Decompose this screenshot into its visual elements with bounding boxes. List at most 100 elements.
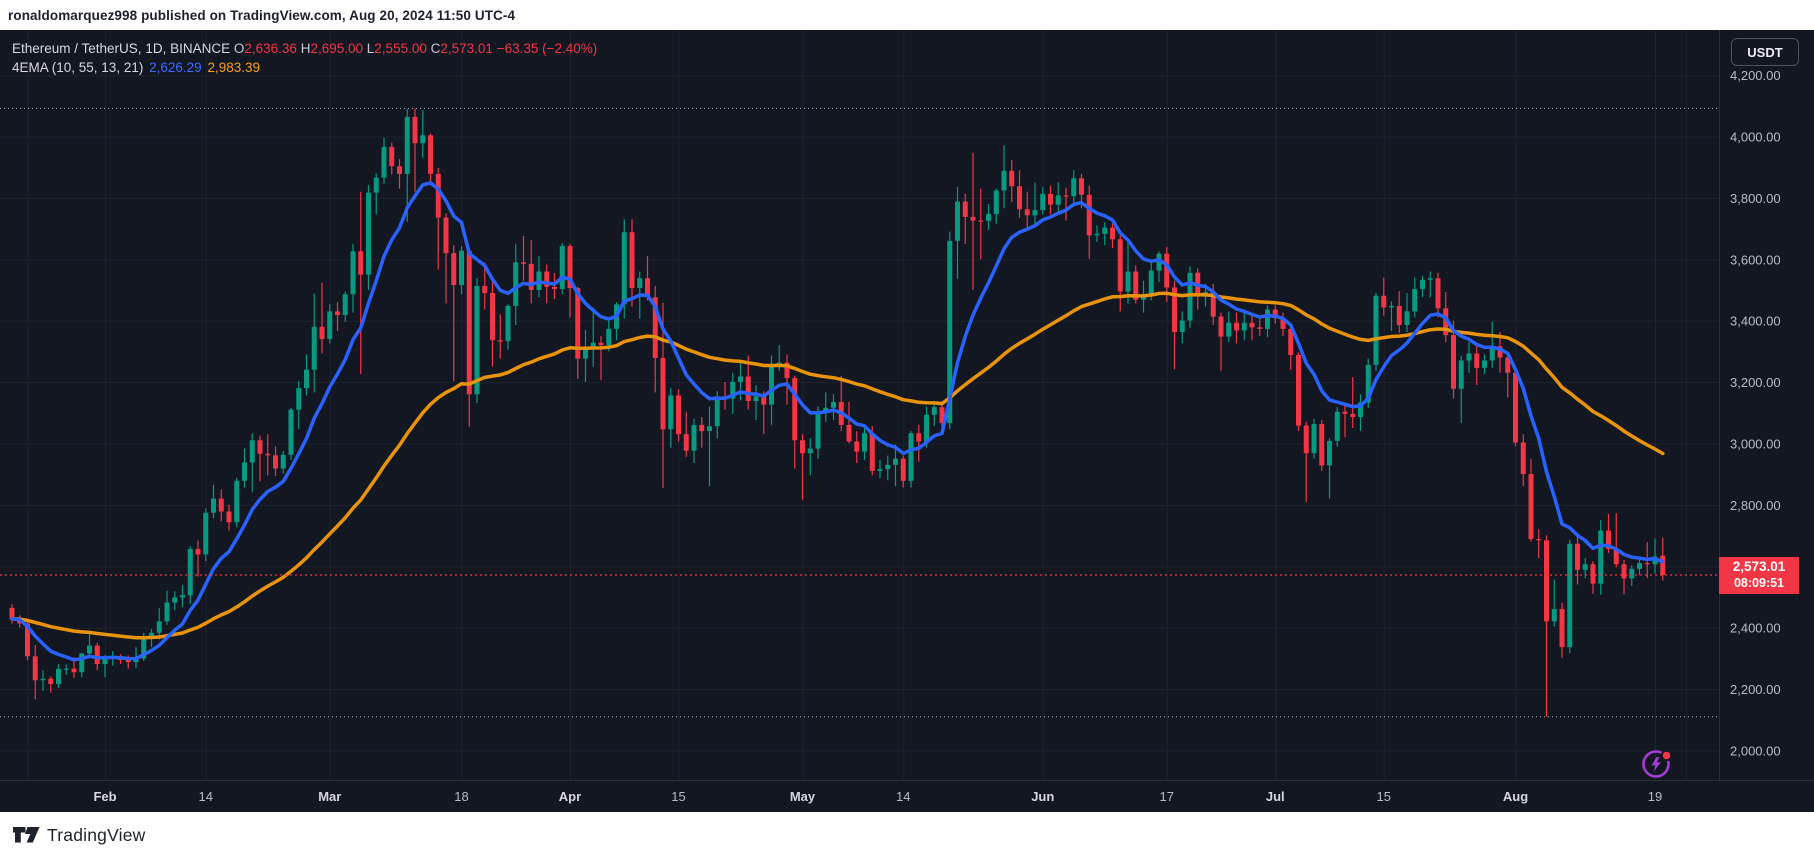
candle <box>1156 253 1162 271</box>
candle <box>761 396 767 405</box>
candle <box>319 326 325 340</box>
candle <box>1319 424 1325 466</box>
time-tick-label: 15 <box>671 789 685 804</box>
candle <box>25 623 30 657</box>
candle <box>621 232 627 305</box>
candle <box>358 251 364 275</box>
candle <box>1187 272 1193 321</box>
candle <box>1048 193 1053 205</box>
candle <box>1466 353 1472 361</box>
ema-slow-value: 2,983.39 <box>207 60 260 75</box>
candle <box>381 146 387 178</box>
price-tick-label: 3,400.00 <box>1730 314 1781 329</box>
time-tick-label: 17 <box>1160 789 1174 804</box>
candle <box>412 116 418 144</box>
candle <box>947 240 953 424</box>
candle <box>459 250 464 286</box>
candle <box>1218 316 1224 337</box>
candle <box>1040 193 1046 211</box>
candle <box>1272 309 1278 319</box>
chart-area: 4,200.00 4,000.00 3,800.00 3,600.00 3,400.00… <box>0 30 1814 812</box>
candle <box>443 217 449 254</box>
time-tick-label: Aug <box>1503 789 1528 804</box>
candle <box>962 201 968 217</box>
candle <box>296 388 302 410</box>
candle <box>389 146 395 167</box>
candle <box>1497 346 1503 358</box>
candle <box>769 364 774 405</box>
candle <box>48 678 54 684</box>
candle <box>327 311 333 340</box>
price-tick-label: 3,000.00 <box>1730 436 1781 451</box>
candle <box>714 396 720 427</box>
candlestick-chart[interactable]: 4,200.00 4,000.00 3,800.00 3,600.00 3,400.00… <box>0 30 1814 812</box>
candle <box>1164 253 1170 288</box>
candle <box>1032 210 1038 216</box>
candle <box>1257 327 1263 329</box>
candle <box>1001 170 1007 191</box>
candle <box>366 192 371 275</box>
candle <box>1629 568 1635 579</box>
candle <box>1102 227 1108 234</box>
candle <box>1117 239 1123 292</box>
time-tick-label: Jun <box>1031 789 1054 804</box>
price-tick-label: 3,800.00 <box>1730 191 1781 206</box>
candle <box>1427 278 1433 280</box>
candle <box>676 395 681 435</box>
candle <box>1482 360 1487 368</box>
price-tick-label: 4,000.00 <box>1730 130 1781 145</box>
candle <box>373 177 379 193</box>
candle <box>1528 474 1534 540</box>
candle <box>1296 354 1301 426</box>
time-tick-label: Jul <box>1266 789 1285 804</box>
indicator-title[interactable]: 4EMA (10, 55, 13, 21) <box>12 60 144 75</box>
candle <box>978 220 984 222</box>
candle <box>645 278 650 298</box>
time-tick-label: 18 <box>454 789 468 804</box>
candle <box>1582 564 1588 570</box>
candle <box>32 656 38 681</box>
candle <box>195 548 201 555</box>
symbol-title[interactable]: Ethereum / TetherUS, 1D, BINANCE <box>12 41 231 56</box>
flash-icon[interactable] <box>1639 746 1675 782</box>
candle <box>815 412 821 449</box>
candle <box>955 201 960 241</box>
candle <box>931 407 937 415</box>
candle <box>1606 530 1611 549</box>
candle <box>125 660 131 663</box>
time-tick-label: 14 <box>896 789 910 804</box>
candle <box>474 285 480 395</box>
price-tick-label: 2,400.00 <box>1730 621 1781 636</box>
candle <box>273 455 278 469</box>
ema-line-fast[interactable] <box>10 181 1665 662</box>
candle <box>280 454 286 469</box>
candle <box>218 498 224 512</box>
time-tick-label: Feb <box>93 789 116 804</box>
low-value: 2,555.00 <box>374 41 427 56</box>
candle <box>1179 320 1185 332</box>
time-tick-label: Mar <box>318 789 341 804</box>
tradingview-logo[interactable]: TradingView <box>13 825 146 846</box>
candle <box>1110 227 1115 240</box>
candle <box>265 453 271 456</box>
candle <box>1234 322 1239 331</box>
candle <box>528 263 534 290</box>
candle <box>1350 413 1356 417</box>
candle <box>1660 555 1666 576</box>
time-tick-label: May <box>790 789 816 804</box>
currency-toggle-button[interactable]: USDT <box>1731 38 1799 66</box>
candle <box>1505 357 1511 373</box>
candle <box>590 342 596 348</box>
candle <box>226 511 232 523</box>
candle <box>466 250 472 395</box>
candle <box>1621 564 1627 579</box>
candle <box>792 377 798 441</box>
candle <box>583 347 588 359</box>
ema-line-slow[interactable] <box>10 291 1665 640</box>
candle <box>482 285 488 293</box>
price-tick-label: 3,200.00 <box>1730 375 1781 390</box>
candle <box>986 214 991 221</box>
candle <box>668 395 674 430</box>
candle <box>513 262 519 306</box>
candle <box>1079 178 1084 195</box>
